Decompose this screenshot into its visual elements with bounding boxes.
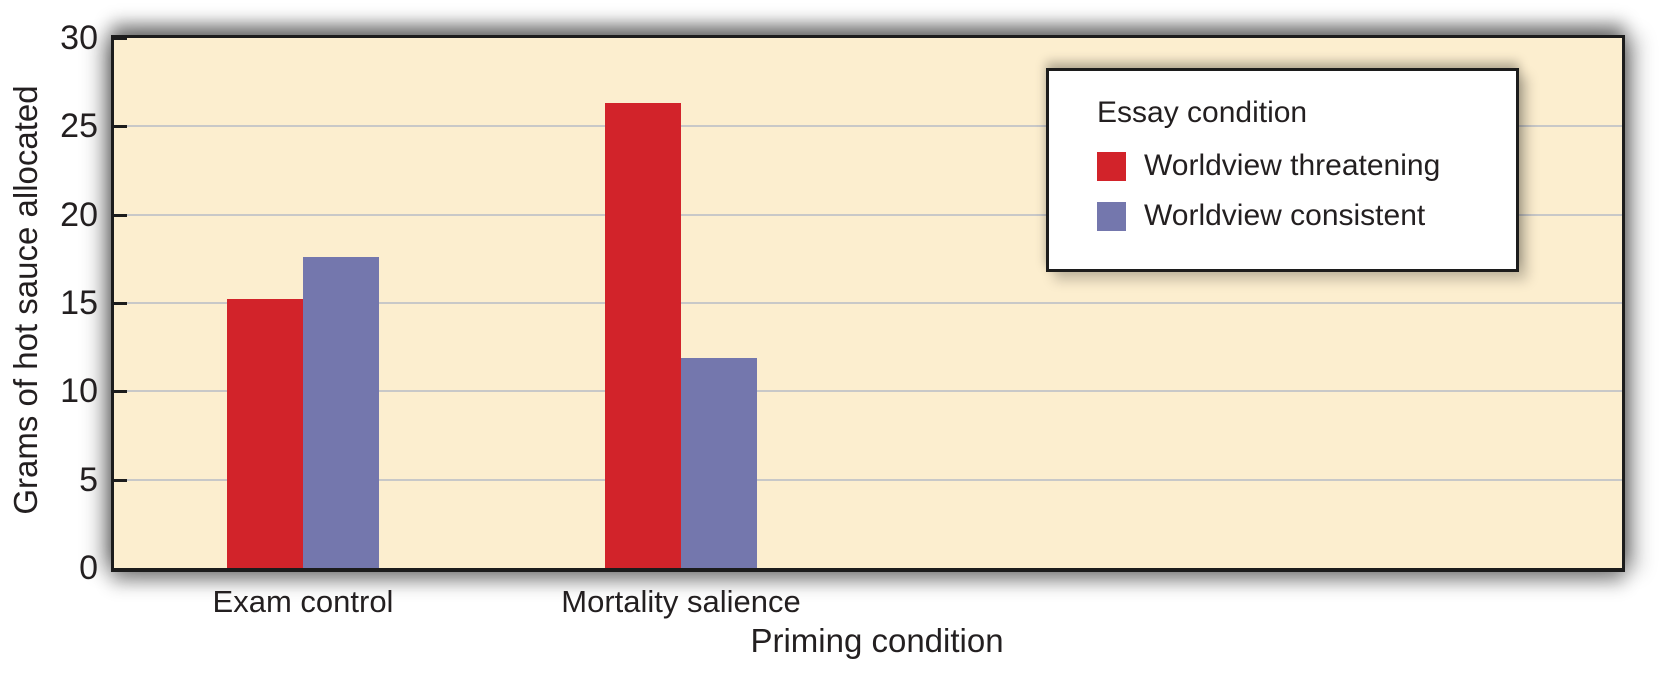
legend-item: Worldview threatening <box>1097 149 1516 183</box>
y-tick-label-20: 20 <box>60 195 98 234</box>
legend-swatch-icon <box>1097 201 1126 231</box>
legend-item-label: Worldview consistent <box>1144 199 1426 232</box>
legend-item: Worldview consistent <box>1097 199 1516 233</box>
bar-threatening-mortality-salience <box>605 103 681 568</box>
x-axis-title: Priming condition <box>750 622 1004 659</box>
y-tick-label-5: 5 <box>79 460 98 499</box>
y-tick-5 <box>114 478 127 482</box>
legend-swatch-icon <box>1097 151 1126 181</box>
legend-items: Worldview threatening Worldview consisten… <box>1097 149 1516 233</box>
gridline-25 <box>114 125 1622 128</box>
gridline-5 <box>114 478 1622 481</box>
y-tick-label-25: 25 <box>60 107 98 146</box>
y-tick-label-10: 10 <box>60 372 98 411</box>
y-tick-label-0: 0 <box>79 549 98 587</box>
legend-item-label: Worldview threatening <box>1144 149 1441 182</box>
gridline-20 <box>114 213 1622 216</box>
bar-threatening-exam-control <box>227 299 303 568</box>
y-tick-label-30: 30 <box>60 19 98 57</box>
y-tick-20 <box>114 213 127 217</box>
legend-title: Essay condition <box>1097 96 1308 129</box>
bar-consistent-mortality-salience <box>681 357 757 568</box>
gridline-10 <box>114 390 1622 393</box>
y-tick-label-15: 15 <box>60 284 98 322</box>
x-category-label-mortality-salience: Mortality salience <box>561 584 801 619</box>
legend: Essay condition Worldview threatening Wor… <box>1046 68 1519 272</box>
y-tick-30 <box>114 37 127 40</box>
x-category-label-exam-control: Exam control <box>212 584 394 619</box>
gridline-15 <box>114 302 1622 304</box>
bar-consistent-exam-control <box>303 257 379 568</box>
y-tick-25 <box>114 125 127 129</box>
y-tick-15 <box>114 302 127 305</box>
y-tick-10 <box>114 390 127 394</box>
